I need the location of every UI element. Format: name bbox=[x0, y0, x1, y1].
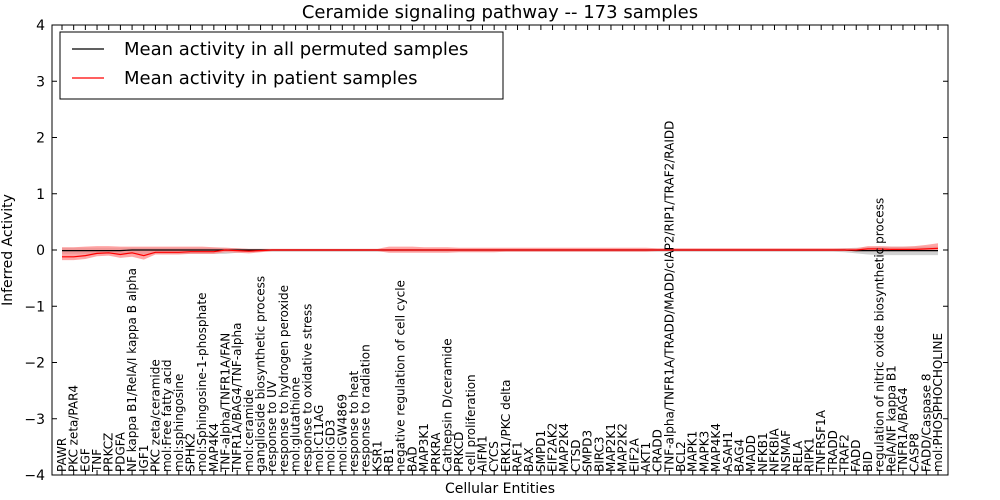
x-tick-label: RAF1 bbox=[511, 441, 525, 472]
x-tick-label: response to UV bbox=[265, 380, 279, 472]
x-tick-label: PRKCZ bbox=[102, 433, 116, 472]
x-tick-label: mol:GW4869 bbox=[335, 394, 349, 472]
x-tick-label: mol:PHOSPHOCHOLINE bbox=[931, 333, 945, 472]
x-tick-label: TNFRSF1A bbox=[814, 409, 828, 473]
x-tick-label: mol:GD3 bbox=[324, 419, 338, 472]
y-tick-label: 2 bbox=[36, 131, 45, 147]
x-tick-label: TNF-alpha/TNFR1A/FAN bbox=[219, 333, 233, 473]
patient-series-line bbox=[62, 247, 939, 258]
x-tick-label: MAP3K1 bbox=[417, 423, 431, 472]
x-tick-label: TRAF2 bbox=[838, 434, 852, 473]
x-tick-label: MAPK3 bbox=[697, 431, 711, 472]
x-tick-label: mol:glutathione bbox=[289, 377, 303, 472]
x-tick-label: IGF1 bbox=[137, 445, 151, 472]
x-tick-label: ASAH1 bbox=[721, 431, 735, 472]
legend-box bbox=[59, 31, 504, 100]
y-tick-label: −1 bbox=[24, 299, 45, 315]
x-tick-label: response to radiation bbox=[359, 344, 373, 472]
y-tick-label: −2 bbox=[24, 356, 45, 372]
x-tick-label: ganglioside biosynthetic process bbox=[254, 276, 268, 472]
legend: Mean activity in all permuted samples Mea… bbox=[59, 31, 504, 100]
x-tick-label: MAP2K2 bbox=[616, 423, 630, 472]
x-tick-label: PRKRA bbox=[429, 432, 443, 472]
x-tick-label: mol:C11AG bbox=[312, 405, 326, 472]
x-tick-label: MAP4K4 bbox=[207, 423, 221, 472]
x-tick-label: AIFM1 bbox=[475, 435, 489, 472]
x-tick-label: NFKBIA bbox=[767, 427, 781, 472]
y-tick-label: −3 bbox=[24, 412, 45, 428]
x-tick-label: EIF2AK2 bbox=[546, 423, 560, 472]
x-tick-label: EGF bbox=[78, 448, 92, 472]
x-tick-label: SMPD3 bbox=[581, 430, 595, 472]
x-tick-label: mol:sphingosine bbox=[172, 374, 186, 472]
x-tick-label: PRKCD bbox=[452, 432, 466, 472]
y-tick-label: 4 bbox=[36, 18, 45, 34]
x-tick-label: BIRC3 bbox=[592, 436, 606, 472]
x-tick-label: CYCS bbox=[487, 441, 501, 472]
x-tick-label: RelA/NF kappa B1 bbox=[884, 365, 898, 472]
x-tick-label: BAD bbox=[405, 446, 419, 472]
x-tick-label: CRADD bbox=[651, 429, 665, 472]
x-tick-label: mol:Sphingosine-1-phosphate bbox=[195, 293, 209, 473]
x-tick-label: TNF bbox=[90, 449, 104, 473]
x-tick-label: regulation of nitric oxide biosynthetic … bbox=[873, 198, 887, 472]
x-tick-label: PKC zeta/ceramide bbox=[148, 359, 162, 472]
y-tick-label: 0 bbox=[36, 243, 45, 259]
x-tick-label: SPHK2 bbox=[183, 433, 197, 472]
x-axis-label: Cellular Entities bbox=[445, 481, 555, 497]
x-tick-label: EIF2A bbox=[627, 437, 641, 472]
x-tick-label: RELA bbox=[791, 440, 805, 472]
x-tick-label: RIPK1 bbox=[803, 437, 817, 472]
x-tick-label: response to hydrogen peroxide bbox=[277, 285, 291, 472]
x-tick-label: BAG4 bbox=[732, 439, 746, 472]
x-tick-label: TNFR1A/BAG4/TNF-alpha bbox=[230, 323, 244, 473]
x-tick-label: PDGFA bbox=[113, 431, 127, 472]
x-tick-label: TNFR1A/BAG4 bbox=[896, 387, 910, 473]
x-tick-label: MAPK1 bbox=[686, 431, 700, 472]
x-tick-label: TRADD bbox=[826, 430, 840, 473]
x-tick-label: SMPD1 bbox=[534, 430, 548, 472]
x-tick-label: NFKB1 bbox=[756, 432, 770, 472]
x-tick-label: NF kappa B1/RelA/I kappa B alpha bbox=[125, 268, 139, 472]
legend-label: Mean activity in all permuted samples bbox=[124, 39, 468, 60]
x-tick-label: CASP8 bbox=[908, 433, 922, 472]
x-tick-label: FADD/Caspase 8 bbox=[919, 373, 933, 472]
legend-label: Mean activity in patient samples bbox=[124, 68, 418, 89]
y-axis-label: Inferred Activity bbox=[0, 194, 16, 306]
x-tick-label: NSMAF bbox=[779, 430, 793, 472]
x-tick-label: AKT1 bbox=[639, 442, 653, 472]
x-tick-label: CTSD bbox=[569, 439, 583, 472]
x-tick-label: TNF-alpha/TNFR1A/TRADD/MADD/cIAP2/RIP1/T… bbox=[662, 121, 676, 473]
chart-title: Ceramide signaling pathway -- 173 sample… bbox=[302, 2, 698, 23]
x-tick-label: mol:Free fatty acid bbox=[160, 360, 174, 473]
x-tick-label: BAX bbox=[522, 447, 536, 472]
x-tick-label: PKC zeta/PAR4 bbox=[67, 385, 81, 472]
x-tick-label: negative regulation of cell cycle bbox=[394, 280, 408, 472]
x-tick-label: FADD bbox=[849, 440, 863, 473]
plot-frame bbox=[51, 24, 949, 476]
x-tick-label: MADD bbox=[744, 435, 758, 472]
x-tick-label: response to heat bbox=[347, 370, 361, 472]
y-tick-label: 1 bbox=[36, 187, 45, 203]
x-tick-label: MAP4K4 bbox=[709, 423, 723, 472]
x-tick-label: BID bbox=[861, 451, 875, 472]
x-tick-label: BCL2 bbox=[674, 441, 688, 472]
x-tick-label: cell proliferation bbox=[464, 374, 478, 472]
y-tick-label: −4 bbox=[24, 468, 45, 484]
x-tick-label: Cathepsin D/ceramide bbox=[440, 338, 454, 472]
x-tick-label: MAP2K1 bbox=[604, 423, 618, 472]
y-tick-label: 3 bbox=[36, 74, 45, 90]
x-tick-label: MAP2K4 bbox=[557, 423, 571, 472]
x-tick-label: ERK1/PKC delta bbox=[499, 379, 513, 472]
x-tick-label: mol:ceramide bbox=[242, 389, 256, 472]
patient-band bbox=[62, 243, 938, 261]
x-tick-label: PAWR bbox=[55, 438, 69, 472]
x-tick-label: KSR1 bbox=[370, 441, 384, 472]
x-tick-label: RB1 bbox=[382, 448, 396, 472]
x-tick-label: response to oxidative stress bbox=[300, 304, 314, 472]
